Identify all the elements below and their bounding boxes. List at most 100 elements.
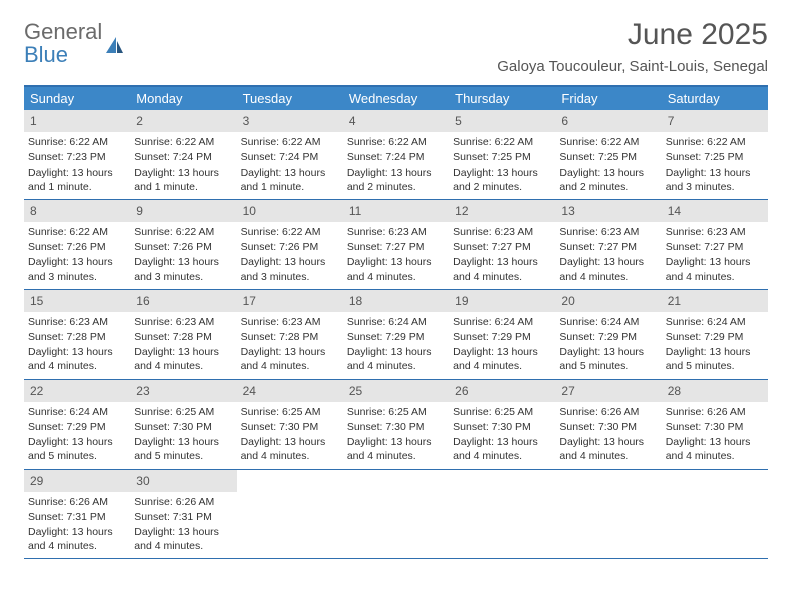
day-cell: 11Sunrise: 6:23 AMSunset: 7:27 PMDayligh…	[343, 200, 449, 289]
sunset-label: Sunset: 7:29 PM	[347, 330, 445, 344]
daylight-label: Daylight: 13 hours and 2 minutes.	[453, 166, 551, 194]
day-info: Sunrise: 6:24 AMSunset: 7:29 PMDaylight:…	[555, 312, 661, 379]
sunset-label: Sunset: 7:28 PM	[241, 330, 339, 344]
sunrise-label: Sunrise: 6:23 AM	[453, 225, 551, 239]
day-number: 28	[662, 380, 768, 402]
sunset-label: Sunset: 7:24 PM	[347, 150, 445, 164]
day-info: Sunrise: 6:22 AMSunset: 7:24 PMDaylight:…	[130, 132, 236, 199]
day-cell	[662, 470, 768, 559]
week-row: 22Sunrise: 6:24 AMSunset: 7:29 PMDayligh…	[24, 380, 768, 470]
sunset-label: Sunset: 7:27 PM	[347, 240, 445, 254]
day-cell: 17 Sunrise: 6:23 AMSunset: 7:28 PMDayligh…	[237, 290, 343, 379]
daylight-label: Daylight: 13 hours and 2 minutes.	[559, 166, 657, 194]
daylight-label: Daylight: 13 hours and 4 minutes.	[453, 255, 551, 283]
sunset-label: Sunset: 7:26 PM	[241, 240, 339, 254]
day-cell: 2Sunrise: 6:22 AMSunset: 7:24 PMDaylight…	[130, 110, 236, 199]
day-number: 20	[555, 290, 661, 312]
day-number: 23	[130, 380, 236, 402]
sunset-label: Sunset: 7:24 PM	[134, 150, 232, 164]
daylight-label: Daylight: 13 hours and 4 minutes.	[347, 345, 445, 373]
logo-line1: General	[24, 19, 102, 44]
day-info: Sunrise: 6:23 AMSunset: 7:27 PMDaylight:…	[343, 222, 449, 289]
day-number: 18	[343, 290, 449, 312]
day-number: 12	[449, 200, 555, 222]
daylight-label: Daylight: 13 hours and 4 minutes.	[666, 435, 764, 463]
day-cell: 30Sunrise: 6:26 AMSunset: 7:31 PMDayligh…	[130, 470, 236, 559]
day-info: Sunrise: 6:26 AMSunset: 7:31 PMDaylight:…	[130, 492, 236, 559]
day-info: Sunrise: 6:22 AMSunset: 7:26 PMDaylight:…	[130, 222, 236, 289]
day-cell	[449, 470, 555, 559]
day-info: Sunrise: 6:23 AMSunset: 7:27 PMDaylight:…	[449, 222, 555, 289]
day-of-week-label: Wednesday	[343, 87, 449, 110]
day-info: Sunrise: 6:24 AMSunset: 7:29 PMDaylight:…	[662, 312, 768, 379]
sunrise-label: Sunrise: 6:26 AM	[666, 405, 764, 419]
day-number: 7	[662, 110, 768, 132]
day-number: 9	[130, 200, 236, 222]
daylight-label: Daylight: 13 hours and 4 minutes.	[666, 255, 764, 283]
day-cell: 28Sunrise: 6:26 AMSunset: 7:30 PMDayligh…	[662, 380, 768, 469]
sunrise-label: Sunrise: 6:26 AM	[559, 405, 657, 419]
sunset-label: Sunset: 7:29 PM	[666, 330, 764, 344]
day-info: Sunrise: 6:25 AMSunset: 7:30 PMDaylight:…	[237, 402, 343, 469]
day-cell: 27Sunrise: 6:26 AMSunset: 7:30 PMDayligh…	[555, 380, 661, 469]
daylight-label: Daylight: 13 hours and 3 minutes.	[241, 255, 339, 283]
sunset-label: Sunset: 7:28 PM	[134, 330, 232, 344]
day-cell: 4Sunrise: 6:22 AMSunset: 7:24 PMDaylight…	[343, 110, 449, 199]
sunrise-label: Sunrise: 6:23 AM	[347, 225, 445, 239]
day-info: Sunrise: 6:22 AMSunset: 7:23 PMDaylight:…	[24, 132, 130, 199]
day-cell: 1Sunrise: 6:22 AMSunset: 7:23 PMDaylight…	[24, 110, 130, 199]
sunset-label: Sunset: 7:25 PM	[666, 150, 764, 164]
day-cell	[555, 470, 661, 559]
daylight-label: Daylight: 13 hours and 4 minutes.	[559, 435, 657, 463]
day-number: 2	[130, 110, 236, 132]
day-number: 19	[449, 290, 555, 312]
day-cell: 20Sunrise: 6:24 AMSunset: 7:29 PMDayligh…	[555, 290, 661, 379]
daylight-label: Daylight: 13 hours and 4 minutes.	[134, 345, 232, 373]
day-info: Sunrise: 6:24 AMSunset: 7:29 PMDaylight:…	[24, 402, 130, 469]
day-cell: 23Sunrise: 6:25 AMSunset: 7:30 PMDayligh…	[130, 380, 236, 469]
day-info: Sunrise: 6:26 AMSunset: 7:31 PMDaylight:…	[24, 492, 130, 559]
sunrise-label: Sunrise: 6:23 AM	[241, 315, 339, 329]
day-cell: 26Sunrise: 6:25 AMSunset: 7:30 PMDayligh…	[449, 380, 555, 469]
sunrise-label: Sunrise: 6:22 AM	[241, 225, 339, 239]
daylight-label: Daylight: 13 hours and 3 minutes.	[28, 255, 126, 283]
sunset-label: Sunset: 7:27 PM	[559, 240, 657, 254]
day-cell: 3Sunrise: 6:22 AMSunset: 7:24 PMDaylight…	[237, 110, 343, 199]
sunset-label: Sunset: 7:25 PM	[453, 150, 551, 164]
daylight-label: Daylight: 13 hours and 4 minutes.	[134, 525, 232, 553]
day-cell: 5Sunrise: 6:22 AMSunset: 7:25 PMDaylight…	[449, 110, 555, 199]
daylight-label: Daylight: 13 hours and 1 minute.	[134, 166, 232, 194]
sunrise-label: Sunrise: 6:24 AM	[28, 405, 126, 419]
weeks-container: 1Sunrise: 6:22 AMSunset: 7:23 PMDaylight…	[24, 110, 768, 559]
daylight-label: Daylight: 13 hours and 4 minutes.	[241, 345, 339, 373]
sunrise-label: Sunrise: 6:25 AM	[134, 405, 232, 419]
day-of-week-row: SundayMondayTuesdayWednesdayThursdayFrid…	[24, 87, 768, 110]
sunset-label: Sunset: 7:26 PM	[28, 240, 126, 254]
sunrise-label: Sunrise: 6:22 AM	[241, 135, 339, 149]
daylight-label: Daylight: 13 hours and 4 minutes.	[453, 345, 551, 373]
daylight-label: Daylight: 13 hours and 4 minutes.	[559, 255, 657, 283]
location-label: Galoya Toucouleur, Saint-Louis, Senegal	[497, 58, 768, 75]
day-info: Sunrise: 6:25 AMSunset: 7:30 PMDaylight:…	[449, 402, 555, 469]
sunrise-label: Sunrise: 6:22 AM	[347, 135, 445, 149]
day-info: Sunrise: 6:25 AMSunset: 7:30 PMDaylight:…	[130, 402, 236, 469]
daylight-label: Daylight: 13 hours and 1 minute.	[241, 166, 339, 194]
sunrise-label: Sunrise: 6:22 AM	[28, 135, 126, 149]
day-cell: 18Sunrise: 6:24 AMSunset: 7:29 PMDayligh…	[343, 290, 449, 379]
calendar-page: General Blue June 2025 Galoya Toucouleur…	[0, 0, 792, 573]
calendar: SundayMondayTuesdayWednesdayThursdayFrid…	[24, 85, 768, 559]
sunrise-label: Sunrise: 6:24 AM	[559, 315, 657, 329]
sunrise-label: Sunrise: 6:25 AM	[347, 405, 445, 419]
sunset-label: Sunset: 7:29 PM	[28, 420, 126, 434]
day-cell	[343, 470, 449, 559]
page-title: June 2025	[497, 18, 768, 52]
day-info: Sunrise: 6:23 AMSunset: 7:27 PMDaylight:…	[555, 222, 661, 289]
sunset-label: Sunset: 7:27 PM	[666, 240, 764, 254]
day-number: 5	[449, 110, 555, 132]
day-number: 17	[237, 290, 343, 312]
day-info: Sunrise: 6:22 AMSunset: 7:25 PMDaylight:…	[555, 132, 661, 199]
sunset-label: Sunset: 7:27 PM	[453, 240, 551, 254]
sunset-label: Sunset: 7:23 PM	[28, 150, 126, 164]
sunrise-label: Sunrise: 6:23 AM	[559, 225, 657, 239]
sunset-label: Sunset: 7:26 PM	[134, 240, 232, 254]
